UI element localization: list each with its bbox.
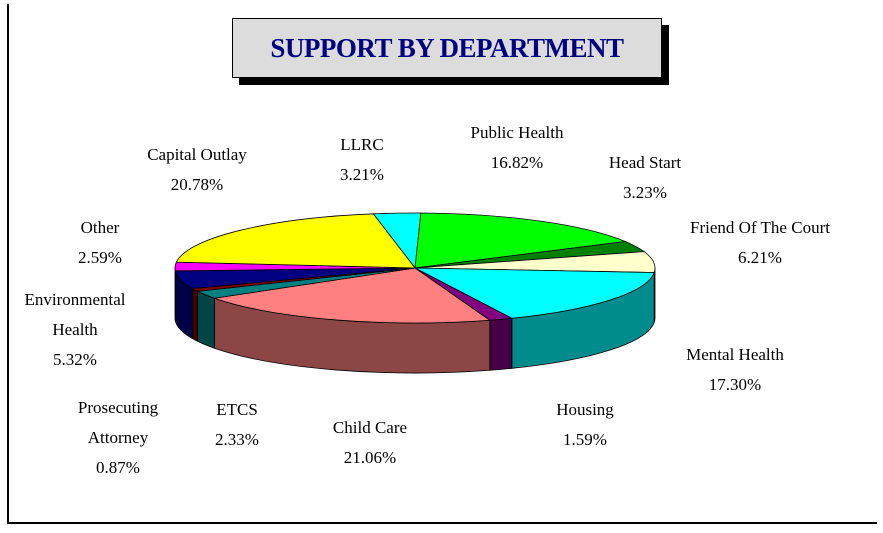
category-label: LLRC xyxy=(340,135,384,154)
slice-label: Capital Outlay 20.78% xyxy=(122,140,272,200)
slice-side xyxy=(197,290,215,349)
category-label: ETCS xyxy=(216,400,258,419)
category-label: Environmental Health xyxy=(24,290,126,339)
value-label: 16.82% xyxy=(490,153,544,172)
value-label: 21.06% xyxy=(343,448,397,467)
slice-label: Public Health 16.82% xyxy=(447,118,587,178)
chart-title: SUPPORT BY DEPARTMENT xyxy=(232,18,662,78)
category-label: Mental Health xyxy=(686,345,784,364)
chart-frame xyxy=(7,4,877,524)
category-label: Other xyxy=(80,218,120,237)
value-label: 1.59% xyxy=(563,430,607,449)
slice-label: Housing 1.59% xyxy=(540,395,630,455)
value-label: 5.32% xyxy=(53,350,97,369)
value-label: 17.30% xyxy=(708,375,762,394)
value-label: 2.33% xyxy=(215,430,259,449)
value-label: 3.23% xyxy=(623,183,667,202)
slice-label: ETCS 2.33% xyxy=(197,395,277,455)
slice xyxy=(175,213,416,269)
value-label: 2.59% xyxy=(78,248,122,267)
slice-label: Environmental Health 5.32% xyxy=(10,285,140,375)
category-label: Prosecuting Attorney xyxy=(77,398,159,447)
value-label: 6.21% xyxy=(738,248,782,267)
category-label: Head Start xyxy=(608,153,682,172)
value-label: 0.87% xyxy=(96,458,140,477)
slice xyxy=(214,267,491,324)
value-label: 20.78% xyxy=(170,175,224,194)
category-label: Public Health xyxy=(470,123,564,142)
slice-label: Head Start 3.23% xyxy=(590,148,700,208)
category-label: Housing xyxy=(556,400,614,419)
slice xyxy=(414,267,655,319)
slice-label: Friend Of The Court 6.21% xyxy=(685,213,835,273)
slice-label: Prosecuting Attorney 0.87% xyxy=(48,393,188,483)
slice-side xyxy=(489,317,513,371)
slice-label: Child Care 21.06% xyxy=(315,413,425,473)
category-label: Child Care xyxy=(332,418,408,437)
slice xyxy=(414,212,627,269)
slice-label: LLRC 3.21% xyxy=(322,130,402,190)
category-label: Capital Outlay xyxy=(147,145,247,164)
slice-label: Mental Health 17.30% xyxy=(665,340,805,400)
slice-label: Other 2.59% xyxy=(60,213,140,273)
slice-side xyxy=(191,287,198,342)
value-label: 3.21% xyxy=(340,165,384,184)
category-label: Friend Of The Court xyxy=(690,218,830,237)
